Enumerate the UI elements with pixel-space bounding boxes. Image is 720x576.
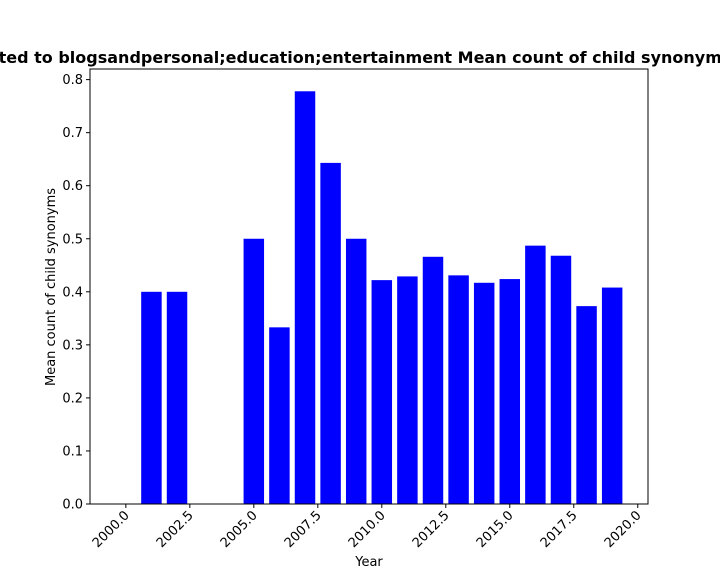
x-tick-label: 2010.0 (346, 508, 389, 551)
y-tick-label: 0.0 (62, 498, 83, 513)
bar-2012 (422, 256, 444, 504)
bar-2011 (397, 276, 418, 504)
bar-2018 (576, 306, 597, 504)
y-tick-label: 0.4 (62, 285, 83, 300)
plot-frame (89, 68, 649, 505)
x-tick-label: 2020.0 (602, 508, 645, 551)
bar-2006 (269, 327, 290, 504)
bar-2017 (550, 255, 572, 504)
x-tick-label: 2017.5 (538, 508, 581, 551)
bar-2007 (294, 91, 316, 504)
bar-2008 (320, 162, 341, 504)
bar-2019 (601, 287, 623, 504)
bar-2013 (448, 275, 469, 504)
bar-2014 (473, 282, 495, 504)
bar-2009 (345, 238, 367, 504)
bar-2005 (243, 238, 265, 504)
bars-group (141, 91, 623, 504)
bar-2016 (525, 245, 546, 504)
x-tick-label: 2012.5 (410, 508, 453, 551)
x-tick-label: 2000.0 (90, 508, 133, 551)
y-tick-label: 0.2 (62, 391, 83, 406)
x-tick-label: 2007.5 (282, 508, 325, 551)
y-tick-label: 0.1 (62, 444, 83, 459)
x-axis-label: Year (354, 555, 383, 570)
x-tick-label: 2002.5 (154, 508, 197, 551)
y-axis-label: Mean count of child synonyms (44, 188, 59, 386)
bar-2001 (141, 291, 162, 504)
y-axis-ticks: 0.0 0.1 0.2 0.3 0.4 0.5 0.6 0.7 0.8 (62, 73, 90, 513)
y-tick-label: 0.8 (62, 73, 83, 88)
y-tick-label: 0.7 (62, 126, 83, 141)
chart-title: ted to blogsandpersonal;education;entert… (0, 48, 720, 67)
bar-2002 (166, 291, 188, 504)
x-tick-label: 2015.0 (474, 508, 517, 551)
bar-2010 (371, 280, 393, 504)
x-axis-ticks: 2000.0 2002.5 2005.0 2007.5 2010.0 2012.5 2015… (90, 504, 645, 551)
y-tick-label: 0.5 (62, 232, 83, 247)
y-tick-label: 0.6 (62, 179, 83, 194)
y-tick-label: 0.3 (62, 338, 83, 353)
bar-2015 (499, 279, 521, 504)
x-tick-label: 2005.0 (218, 508, 261, 551)
